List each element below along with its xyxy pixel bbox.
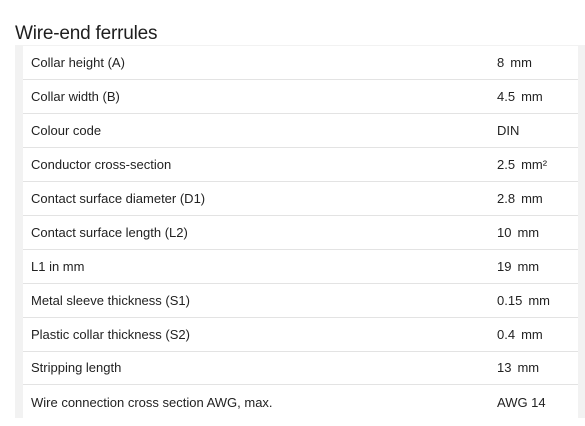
spec-value: 0.15 (497, 292, 523, 308)
spec-value-cell: 4.5 mm (491, 79, 578, 114)
spec-row-colour-code: Colour code DIN (23, 113, 578, 148)
spec-value: 0.4 (497, 326, 516, 342)
spec-value: 13 (497, 360, 512, 376)
spec-value: 19 (497, 258, 512, 274)
spec-value-cell: 13 mm (491, 350, 578, 385)
spec-label: Collar height (A) (31, 55, 125, 71)
spec-row-collar-width: Collar width (B) 4.5 mm (23, 79, 578, 114)
spec-label: Colour code (23, 113, 491, 148)
spec-value-cell: 0.4 mm (491, 316, 578, 352)
spec-unit: mm² (521, 157, 548, 173)
spec-row-wire-connection-awg: Wire connection cross section AWG, max. … (23, 384, 578, 419)
spec-value-cell: AWG 14 (491, 384, 578, 419)
section-title: Wire-end ferrules (15, 22, 158, 44)
spec-row-plastic-collar-thickness: Plastic collar thickness (S2) 0.4 mm (23, 316, 578, 352)
specifications-table: Collar height (A) 8 mm Collar width (B) 4… (23, 46, 578, 419)
spec-value: 10 (497, 224, 512, 240)
spec-label: Metal sleeve thickness (S1) (23, 282, 491, 318)
spec-row-contact-surface-diameter: Contact surface diameter (D1) 2.8 mm (23, 181, 578, 216)
spec-value-cell: 8 mm (491, 46, 578, 80)
spec-row-metal-sleeve-thickness: Metal sleeve thickness (S1) 0.15 mm (23, 282, 578, 318)
spec-value: 2.5 (497, 157, 516, 173)
spec-unit: mm (510, 55, 532, 71)
spec-row-l1: L1 in mm 19 mm (23, 248, 578, 284)
spec-label: Wire connection cross section AWG, max. (23, 384, 491, 419)
spec-value-cell: 19 mm (491, 248, 578, 284)
spec-value-cell: 2.8 mm (491, 181, 578, 216)
spec-unit: mm (517, 224, 540, 240)
spec-unit: mm (528, 292, 550, 308)
spec-row-conductor-cross-section: Conductor cross-section 2.5 mm² (23, 147, 578, 182)
spec-label: Conductor cross-section (23, 147, 491, 182)
spec-value-cell: 10 mm (491, 214, 578, 250)
specifications-panel: Collar height (A) 8 mm Collar width (B) 4… (15, 45, 585, 419)
spec-unit: mm (521, 191, 543, 206)
spec-row-collar-height: Collar height (A) 8 mm (23, 46, 578, 80)
spec-unit: mm (521, 89, 543, 105)
spec-value-cell: DIN (491, 113, 578, 148)
spec-value: 2.8 (497, 191, 516, 206)
spec-row-stripping-length: Stripping length 13 mm (23, 350, 578, 385)
spec-label: Stripping length (23, 350, 491, 385)
spec-value: 8 (497, 55, 505, 71)
spec-value: AWG 14 (497, 394, 546, 410)
spec-value: DIN (497, 123, 520, 139)
spec-unit: mm (517, 258, 540, 274)
spec-label: Contact surface length (L2) (23, 214, 491, 250)
spec-label: Collar width (B) (23, 79, 491, 114)
spec-value-cell: 2.5 mm² (491, 147, 578, 182)
spec-value: 4.5 (497, 89, 516, 105)
spec-value-cell: 0.15 mm (491, 282, 578, 318)
spec-unit: mm (517, 360, 540, 376)
spec-unit: mm (521, 326, 543, 342)
spec-label: Contact surface diameter (D1) (23, 181, 491, 216)
spec-label: Plastic collar thickness (S2) (23, 316, 491, 352)
spec-label: L1 in mm (23, 248, 491, 284)
spec-row-contact-surface-length: Contact surface length (L2) 10 mm (23, 214, 578, 250)
